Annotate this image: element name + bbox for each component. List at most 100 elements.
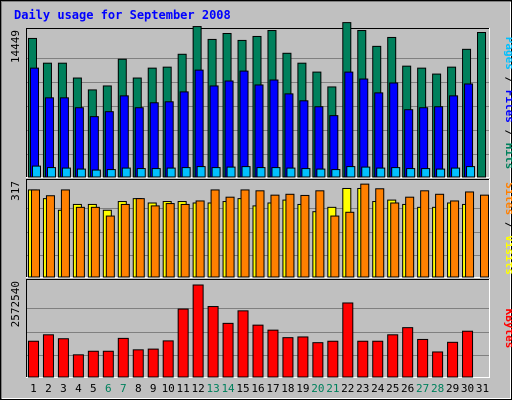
bar-sites-day-12 bbox=[195, 200, 205, 278]
bar-kbytes-day-12 bbox=[192, 284, 204, 378]
bar-sites-day-30 bbox=[465, 191, 475, 278]
bar-pages-day-3 bbox=[61, 167, 71, 178]
x-tick-label: 13 bbox=[206, 382, 219, 395]
x-tick-label: 25 bbox=[386, 382, 399, 395]
bar-files-day-28 bbox=[434, 106, 444, 178]
bar-files-day-3 bbox=[59, 97, 69, 178]
bar-files-day-2 bbox=[44, 97, 54, 178]
bar-files-day-27 bbox=[419, 107, 429, 178]
bar-files-day-24 bbox=[374, 92, 384, 178]
series-files bbox=[29, 67, 474, 178]
bar-kbytes-day-21 bbox=[327, 340, 339, 378]
x-tick-label: 6 bbox=[105, 382, 112, 395]
bar-sites-day-31 bbox=[480, 194, 490, 278]
chart-panels: 14449 Pages / Files / Hits 317 Sites / Visi… bbox=[9, 22, 512, 378]
x-tick-label: 16 bbox=[251, 382, 264, 395]
bar-kbytes-day-26 bbox=[402, 327, 414, 378]
bar-kbytes-day-14 bbox=[222, 322, 234, 378]
bar-pages-day-17 bbox=[271, 167, 281, 178]
bar-files-day-7 bbox=[119, 95, 129, 178]
side-legend-part: KBytes bbox=[503, 309, 512, 349]
bar-kbytes-day-17 bbox=[267, 329, 279, 378]
panel-visits-sites: 317 Sites / Visits bbox=[9, 179, 512, 278]
series-sites bbox=[30, 183, 490, 278]
bar-files-day-22 bbox=[344, 71, 354, 178]
bar-sites-day-25 bbox=[390, 202, 400, 278]
bar-pages-day-20 bbox=[316, 168, 326, 178]
chart-title: Daily usage for September 2008 bbox=[14, 8, 231, 22]
bar-kbytes-day-20 bbox=[312, 342, 324, 378]
bar-files-day-16 bbox=[254, 84, 264, 178]
bar-sites-day-14 bbox=[225, 196, 235, 278]
x-tick-label: 31 bbox=[476, 382, 489, 395]
bar-sites-day-11 bbox=[180, 203, 190, 278]
bar-files-day-10 bbox=[164, 101, 174, 178]
bar-files-day-11 bbox=[179, 91, 189, 178]
bar-sites-day-9 bbox=[150, 205, 160, 278]
x-tick-label: 29 bbox=[446, 382, 459, 395]
bar-files-day-14 bbox=[224, 80, 234, 178]
side-legend-part: / bbox=[503, 70, 512, 90]
bar-sites-day-23 bbox=[360, 183, 370, 278]
x-tick-label: 7 bbox=[120, 382, 127, 395]
bar-kbytes-day-18 bbox=[282, 337, 294, 378]
x-tick-label: 22 bbox=[341, 382, 354, 395]
y-max-label: 2572540 bbox=[9, 281, 22, 327]
bar-pages-day-30 bbox=[466, 166, 476, 178]
bar-sites-day-15 bbox=[240, 189, 250, 278]
bar-kbytes-day-25 bbox=[387, 334, 399, 378]
bar-files-day-20 bbox=[314, 106, 324, 178]
bar-kbytes-day-27 bbox=[417, 338, 429, 378]
x-tick-label: 27 bbox=[416, 382, 429, 395]
bar-sites-day-10 bbox=[165, 203, 175, 278]
bar-files-day-18 bbox=[284, 93, 294, 178]
bar-kbytes-day-29 bbox=[447, 341, 459, 378]
bar-kbytes-day-22 bbox=[342, 302, 354, 378]
bar-kbytes-day-19 bbox=[297, 336, 309, 378]
x-tick-label: 24 bbox=[371, 382, 385, 395]
bar-sites-day-28 bbox=[435, 193, 445, 278]
bar-pages-day-13 bbox=[211, 167, 221, 178]
bar-pages-day-8 bbox=[136, 168, 146, 178]
bar-pages-day-27 bbox=[421, 168, 431, 178]
bar-kbytes-day-3 bbox=[57, 338, 69, 378]
side-legend-part: / bbox=[503, 215, 512, 235]
bar-kbytes-day-4 bbox=[72, 354, 84, 378]
side-legend-text: KBytes bbox=[503, 309, 512, 349]
bar-pages-day-6 bbox=[106, 169, 116, 178]
bar-pages-day-26 bbox=[406, 168, 416, 178]
bar-sites-day-19 bbox=[300, 194, 310, 278]
x-tick-label: 4 bbox=[75, 382, 82, 395]
bar-pages-day-5 bbox=[91, 169, 101, 178]
bar-files-day-13 bbox=[209, 85, 219, 178]
bar-files-day-30 bbox=[464, 83, 474, 178]
bar-pages-day-14 bbox=[226, 166, 236, 178]
bar-pages-day-9 bbox=[151, 168, 161, 178]
bar-kbytes-day-10 bbox=[162, 340, 174, 378]
side-legend: KBytes bbox=[503, 309, 512, 349]
bar-pages-day-7 bbox=[121, 167, 131, 178]
x-tick-label: 19 bbox=[296, 382, 309, 395]
x-tick-label: 14 bbox=[221, 382, 235, 395]
bar-files-day-23 bbox=[359, 78, 369, 178]
bar-files-day-29 bbox=[449, 95, 459, 178]
bar-sites-day-29 bbox=[450, 200, 460, 278]
x-tick-label: 17 bbox=[266, 382, 279, 395]
side-legend-part: Files bbox=[503, 90, 512, 123]
bar-kbytes-day-24 bbox=[372, 340, 384, 378]
bar-pages-day-24 bbox=[376, 167, 386, 178]
bar-kbytes-day-11 bbox=[177, 308, 189, 378]
bar-pages-day-19 bbox=[301, 168, 311, 178]
bar-pages-day-21 bbox=[331, 169, 341, 178]
bar-kbytes-day-15 bbox=[237, 310, 249, 378]
bar-kbytes-day-1 bbox=[27, 340, 39, 378]
y-max-label: 317 bbox=[9, 181, 22, 201]
x-tick-label: 2 bbox=[45, 382, 52, 395]
bar-pages-day-10 bbox=[166, 167, 176, 178]
bar-pages-day-18 bbox=[286, 167, 296, 178]
bar-kbytes-day-5 bbox=[87, 350, 99, 378]
x-tick-label: 9 bbox=[150, 382, 157, 395]
bar-sites-day-27 bbox=[420, 190, 430, 278]
bar-sites-day-24 bbox=[375, 188, 385, 278]
